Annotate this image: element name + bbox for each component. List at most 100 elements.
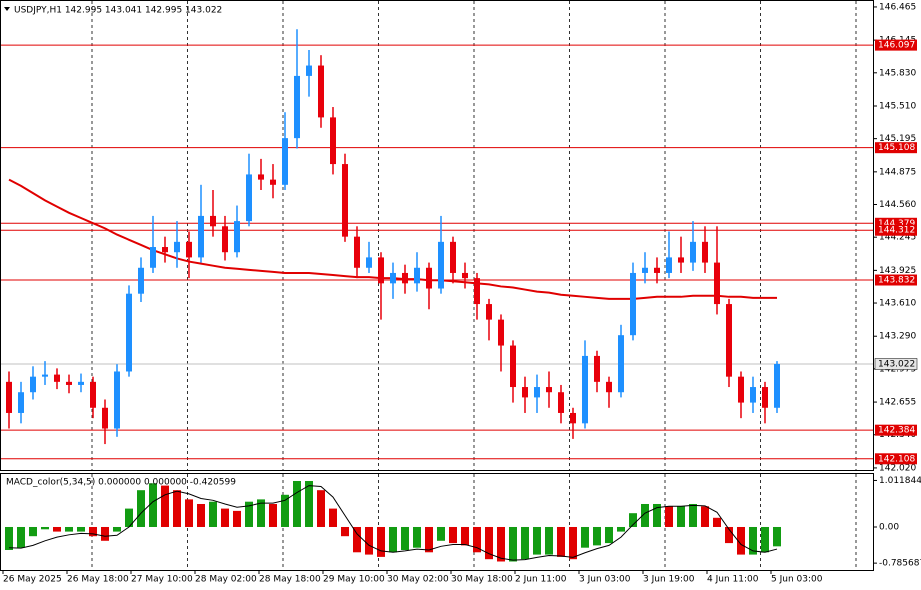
y-tick-label: 144.875	[879, 167, 916, 177]
macd-bar	[185, 499, 193, 527]
candle-body	[126, 293, 132, 372]
candle-body	[750, 387, 756, 403]
candle-body	[342, 164, 348, 237]
macd-bar	[485, 526, 493, 560]
macd-bar	[413, 526, 421, 548]
macd-bar	[317, 490, 325, 527]
candle-body	[186, 241, 192, 258]
candle-body	[498, 319, 504, 346]
y-tick-label: 143.610	[879, 299, 916, 309]
candle-body	[366, 257, 372, 268]
y-tick-label: 146.465	[879, 2, 916, 12]
macd-bar	[437, 526, 445, 541]
macd-bar	[509, 526, 517, 562]
candle-body	[762, 387, 768, 408]
x-tick-label: 5 Jun 03:00	[771, 575, 823, 585]
macd-bar	[65, 526, 73, 532]
macd-bar	[521, 526, 529, 560]
macd-bar	[461, 526, 469, 546]
level-label: 142.384	[878, 426, 915, 436]
macd-bar	[713, 517, 721, 527]
macd-bar	[329, 508, 337, 527]
x-tick-label: 30 May 02:00	[387, 575, 449, 585]
candle-body	[678, 257, 684, 263]
macd-bar	[389, 526, 397, 553]
macd-bar	[677, 506, 685, 527]
y-tick-label: 144.245	[879, 233, 916, 243]
y-tick-label: 142.655	[879, 398, 916, 408]
macd-bar	[641, 503, 649, 527]
y-tick-label: 145.510	[879, 101, 916, 111]
candle-body	[726, 304, 732, 377]
candle-body	[558, 392, 564, 413]
last-price-label: 143.022	[878, 360, 915, 370]
candle-body	[630, 272, 636, 336]
y-tick-label: 0.00	[879, 522, 899, 532]
candle-body	[534, 387, 540, 398]
candle-body	[690, 241, 696, 263]
macd-bar	[737, 526, 745, 555]
candle-body	[114, 371, 120, 429]
macd-bar	[41, 526, 49, 530]
candle-body	[438, 241, 444, 289]
macd-panel-frame	[0, 473, 874, 571]
x-tick-label: 4 Jun 11:00	[707, 575, 759, 585]
candle-body	[318, 65, 324, 118]
macd-bar	[605, 526, 613, 544]
candle-body	[54, 374, 60, 382]
x-tick-label: 27 May 10:00	[131, 575, 193, 585]
macd-bar	[401, 526, 409, 550]
level-label: 146.097	[878, 41, 915, 51]
level-label: 144.312	[878, 226, 915, 236]
level-label-bg	[875, 39, 917, 51]
level-label: 144.379	[878, 219, 915, 229]
y-tick-label: -0.785687	[879, 559, 921, 569]
macd-bar	[497, 526, 505, 562]
candle-body	[18, 392, 24, 413]
candle-body	[210, 215, 216, 227]
candle-body	[510, 345, 516, 388]
candle-body	[282, 138, 288, 185]
candle-body	[462, 272, 468, 279]
candle-body	[234, 221, 240, 253]
macd-bar	[653, 503, 661, 527]
candle-body	[378, 257, 384, 284]
macd-bar	[245, 501, 253, 527]
macd-bar	[701, 506, 709, 527]
macd-bar	[545, 526, 553, 555]
candle-body	[426, 267, 432, 289]
y-tick-label: 1.011844	[879, 476, 921, 486]
signal-line	[8, 485, 778, 561]
candle-body	[258, 174, 264, 180]
y-tick-label: 143.290	[879, 332, 916, 342]
x-tick-label: 30 May 18:00	[451, 575, 513, 585]
candle-body	[354, 236, 360, 268]
level-label-bg	[875, 274, 917, 286]
macd-bar	[425, 526, 433, 553]
candle-body	[666, 257, 672, 273]
candle-body	[486, 304, 492, 320]
candle-body	[570, 412, 576, 424]
macd-bar	[305, 480, 313, 527]
y-tick-label: 143.925	[879, 266, 916, 276]
level-label: 145.108	[878, 143, 915, 153]
candle-body	[714, 262, 720, 305]
candle-body	[90, 381, 96, 408]
macd-bar	[137, 490, 145, 527]
macd-bar	[629, 513, 637, 527]
macd-bar	[473, 526, 481, 553]
macd-bar	[293, 480, 301, 527]
macd-bar	[77, 526, 85, 532]
macd-bar	[269, 503, 277, 527]
candle-body	[702, 241, 708, 263]
y-tick-label: 145.830	[879, 68, 916, 78]
x-tick-label: 29 May 10:00	[323, 575, 385, 585]
x-tick-label: 26 May 2025	[3, 575, 62, 585]
macd-bar	[689, 503, 697, 527]
x-tick-label: 3 Jun 19:00	[643, 575, 695, 585]
macd-bar	[449, 526, 457, 544]
macd-bar	[53, 526, 61, 532]
candle-body	[102, 407, 108, 429]
macd-bar	[233, 510, 241, 527]
chart-header: USDJPY,H1 142.995 143.041 142.995 143.02…	[14, 6, 222, 16]
